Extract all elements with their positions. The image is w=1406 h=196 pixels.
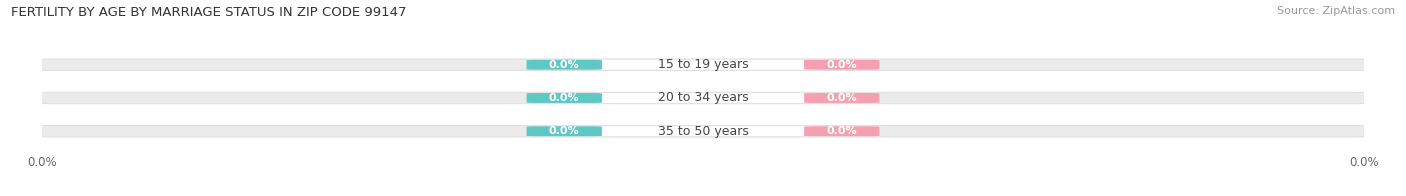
FancyBboxPatch shape	[593, 60, 813, 70]
FancyBboxPatch shape	[39, 125, 1367, 137]
Text: 0.0%: 0.0%	[548, 126, 579, 136]
FancyBboxPatch shape	[527, 93, 602, 103]
FancyBboxPatch shape	[593, 93, 813, 103]
Text: 0.0%: 0.0%	[827, 60, 858, 70]
Text: 0.0%: 0.0%	[548, 60, 579, 70]
Text: 0.0%: 0.0%	[827, 93, 858, 103]
FancyBboxPatch shape	[804, 60, 879, 70]
FancyBboxPatch shape	[804, 93, 879, 103]
Legend: Married, Unmarried: Married, Unmarried	[621, 192, 785, 196]
Text: 35 to 50 years: 35 to 50 years	[658, 125, 748, 138]
Text: FERTILITY BY AGE BY MARRIAGE STATUS IN ZIP CODE 99147: FERTILITY BY AGE BY MARRIAGE STATUS IN Z…	[11, 6, 406, 19]
Text: 15 to 19 years: 15 to 19 years	[658, 58, 748, 71]
FancyBboxPatch shape	[39, 59, 1367, 71]
FancyBboxPatch shape	[593, 126, 813, 136]
FancyBboxPatch shape	[527, 60, 602, 70]
FancyBboxPatch shape	[527, 126, 602, 136]
Text: Source: ZipAtlas.com: Source: ZipAtlas.com	[1277, 6, 1395, 16]
Text: 20 to 34 years: 20 to 34 years	[658, 92, 748, 104]
FancyBboxPatch shape	[39, 92, 1367, 104]
FancyBboxPatch shape	[804, 126, 879, 136]
Text: 0.0%: 0.0%	[548, 93, 579, 103]
Text: 0.0%: 0.0%	[827, 126, 858, 136]
